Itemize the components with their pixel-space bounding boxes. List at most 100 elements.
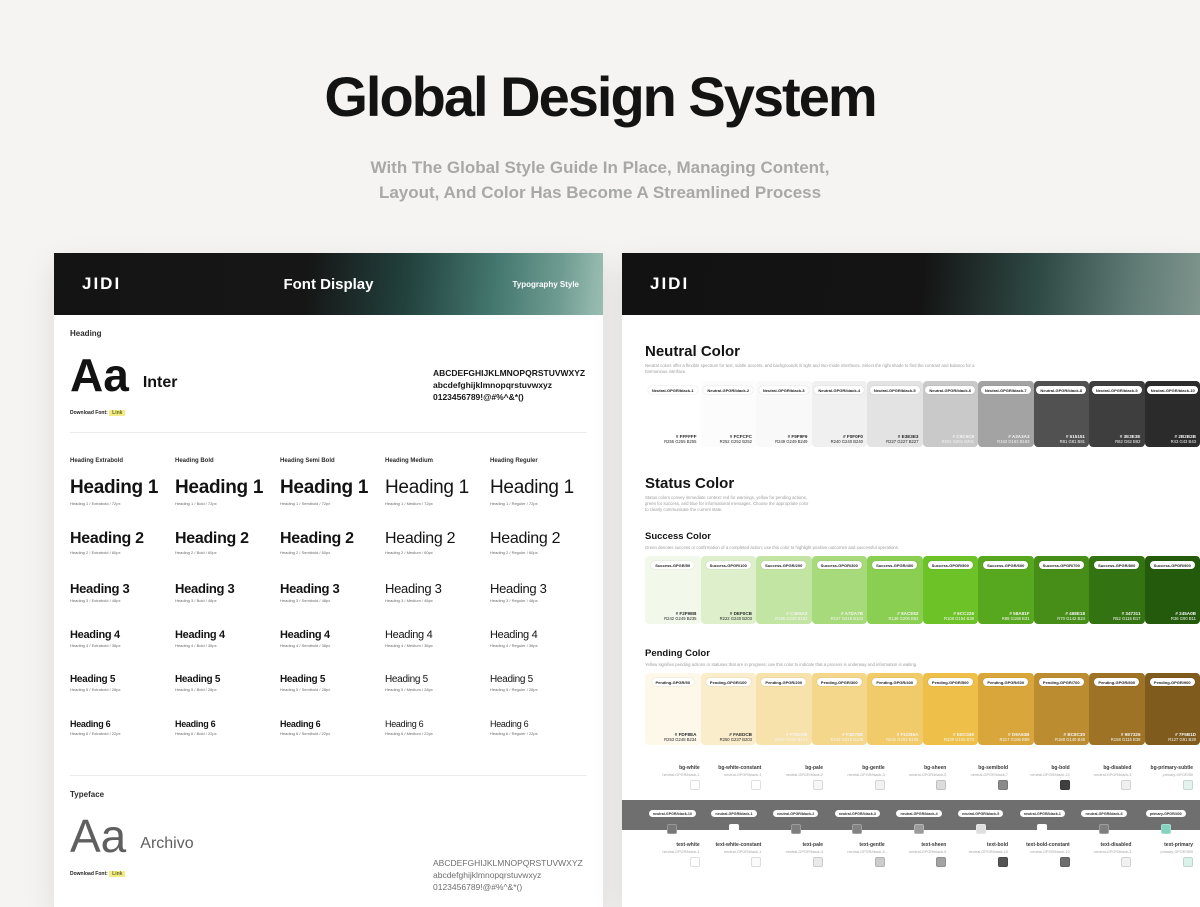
swatch-rgb: R62 G62 B62 xyxy=(1115,439,1141,444)
primary-font-specimen: Aa Inter xyxy=(70,346,587,398)
swatch-rgb: R108 G194 B38 xyxy=(943,616,974,621)
token-color-chip xyxy=(813,857,824,867)
heading-style-cell: Heading 5 Heading 5 / Reguler / 28px xyxy=(490,674,587,719)
swatch-hex: # 245A0B xyxy=(1175,611,1196,616)
swatch-rgb: R167 G218 B123 xyxy=(830,616,863,621)
color-swatch: Success-GPGR/200 # C3E5A3 R195 G229 B163 xyxy=(756,556,812,624)
heading-style-cell: Heading 1 Heading 1 / Medium / 72px xyxy=(385,477,482,530)
token-label: text-white-constant xyxy=(715,842,762,848)
token-label: bg-disabled xyxy=(1103,765,1132,771)
heading-column-label: Heading Extrabold xyxy=(70,458,124,464)
token-color-chip xyxy=(751,857,762,867)
heading-sample: Heading 3 xyxy=(175,581,235,596)
heading-caption: Heading 6 / Semibold / 22px xyxy=(280,731,331,736)
swatch-values: # 3E3E3E R62 G62 B62 xyxy=(1115,434,1140,444)
heading-sample: Heading 1 xyxy=(70,477,159,498)
pending-color-title: Pending Color xyxy=(645,648,710,659)
color-swatch: Pending-GPGR/800 # 9E7326 R158 G115 B38 xyxy=(1089,673,1145,745)
alphabet-specimen-primary: ABCDEFGHIJKLMNOPQRSTUVWXYZ abcdefghijklm… xyxy=(433,368,586,402)
swatch-hex: # 468E18 xyxy=(1065,611,1085,616)
swatch-name-pill: Success-GPGR/100 xyxy=(705,561,751,569)
swatch-values: # F2F9EB R242 G249 B235 xyxy=(664,611,696,621)
token-sub-label: neutral-GPGR/black-1 xyxy=(662,773,700,777)
panel-header-title: Font Display xyxy=(283,275,374,293)
heading-style-cell: Heading 3 Heading 3 / Reguler / 48px xyxy=(490,581,587,629)
download-font-link[interactable]: Link xyxy=(109,410,126,416)
color-swatch: Neutral-GPGR/black-8 # 515151 R81 G81 B81 xyxy=(1033,381,1089,447)
download-font-link[interactable]: Link xyxy=(109,871,126,877)
band-token-cell: neutral-GPGR/black-10 xyxy=(645,804,707,834)
typography-panel-header: JIDI Font Display Typography Style xyxy=(54,253,603,315)
heading-caption: Heading 3 / Extrabold / 48px xyxy=(70,598,121,603)
dark-token-band: neutral-GPGR/black-10 neutral-GPGR/black-… xyxy=(622,800,1200,834)
token-color-chip xyxy=(1121,857,1132,867)
token-sub-label: neutral-GPGR/black-1 xyxy=(723,773,762,777)
swatch-values: # 347311 R52 G115 B17 xyxy=(1113,611,1140,621)
download-font-row: Download Font: Link xyxy=(70,410,587,416)
token-sub-label: neutral-GPGR/black-10 xyxy=(1030,773,1070,777)
page-title: Global Design System xyxy=(324,65,877,128)
swatch-rgb: R247 G226 B171 xyxy=(775,737,808,742)
band-token-chip xyxy=(729,824,739,834)
token-sub-label: neutral-GPGR/black-5 xyxy=(909,773,947,777)
swatch-hex: # F9F9F9 xyxy=(787,434,808,439)
swatch-values: # F4D78B R244 G215 B139 xyxy=(831,732,863,742)
color-swatch: Pending-GPGR/600 # D9A63B R217 G166 B59 xyxy=(978,673,1034,745)
token-color-chip xyxy=(998,857,1009,867)
token-color-chip xyxy=(936,857,947,867)
band-token-cell: neutral-GPGR/black-1 xyxy=(707,804,769,834)
swatch-name-pill: Neutral-GPGR/black-7 xyxy=(980,386,1031,394)
heading-sample: Heading 3 xyxy=(490,581,547,596)
heading-column-label: Heading Semi Bold xyxy=(280,458,335,464)
color-swatch: Success-GPGR/50 # F2F9EB R242 G249 B235 xyxy=(645,556,701,624)
subtitle-line-1: With The Global Style Guide In Place, Ma… xyxy=(370,158,830,177)
heading-caption: Heading 6 / Extrabold / 22px xyxy=(70,731,121,736)
swatch-values: # C3E5A3 R195 G229 B163 xyxy=(775,611,807,621)
band-token-pill: neutral-GPGR/black-5 xyxy=(958,810,1004,817)
band-token-chip xyxy=(1037,824,1048,834)
subtitle-line-2: Layout, And Color Has Become A Streamlin… xyxy=(378,183,822,202)
pending-color-desc: Yellow signifies pending actions or stat… xyxy=(645,662,918,667)
specimen-glyphs: Aa xyxy=(70,810,127,862)
heading-caption: Heading 3 / Semibold / 48px xyxy=(280,598,331,603)
swatch-hex: # A3A3A3 xyxy=(1008,434,1030,439)
heading-style-cell: Heading 6 Heading 6 / Semibold / 22px xyxy=(280,719,377,759)
swatch-values: # D9A63B R217 G166 B59 xyxy=(999,732,1029,742)
heading-style-cell: Heading 3 Heading 3 / Semibold / 48px xyxy=(280,581,377,629)
heading-sample: Heading 4 xyxy=(385,629,433,641)
swatch-rgb: R158 G115 B38 xyxy=(1110,737,1141,742)
heading-style-cell: Heading 1 Heading 1 / Reguler / 72px xyxy=(490,477,587,530)
heading-style-cell: Heading 4 Heading 4 / Bold / 36px xyxy=(175,629,272,674)
heading-caption: Heading 2 / Reguler / 60px xyxy=(490,550,538,555)
swatch-values: # E3E3E3 R227 G227 B227 xyxy=(886,434,918,444)
heading-style-cell: Heading 4 Heading 4 / Medium / 36px xyxy=(385,629,482,674)
swatch-rgb: R43 G43 B43 xyxy=(1170,439,1196,444)
swatch-rgb: R201 G201 B201 xyxy=(941,439,974,444)
swatch-values: # FCFCFC R252 G252 B252 xyxy=(720,434,752,444)
heading-sample: Heading 1 xyxy=(490,477,574,498)
heading-sample: Heading 3 xyxy=(70,581,130,596)
heading-sample: Heading 5 xyxy=(70,674,116,685)
heading-style-cell: Heading 6 Heading 6 / Bold / 22px xyxy=(175,719,272,759)
heading-style-cell: Heading 2 Heading 2 / Reguler / 60px xyxy=(490,530,587,581)
token-cell: bg-primary-subtle primary-GPGR/50 xyxy=(1138,765,1200,790)
band-token-chip xyxy=(975,824,986,834)
heading-style-cell: Heading 4 Heading 4 / Extrabold / 36px xyxy=(70,629,167,674)
band-token-pill: neutral-GPGR/black-1 xyxy=(711,810,757,817)
swatch-hex: # FFFFFF xyxy=(675,434,697,439)
swatch-hex: # 6CC226 xyxy=(953,611,974,616)
pending-swatch-row: Pending-GPGR/50 # FDF8EA R253 G248 B234 Pen… xyxy=(645,673,1200,745)
heading-sample: Heading 2 xyxy=(490,530,561,547)
swatch-values: # 9E7326 R158 G115 B38 xyxy=(1111,732,1141,742)
token-sub-label: primary-GPGR/50 xyxy=(1162,773,1194,777)
token-cell: bg-pale neutral-GPGR/black-2 xyxy=(768,765,830,790)
heading-caption: Heading 3 / Reguler / 48px xyxy=(490,598,538,603)
token-label: text-bold-constant xyxy=(1026,842,1070,848)
heading-style-cell: Heading 4 Heading 4 / Reguler / 36px xyxy=(490,629,587,674)
swatch-rgb: R188 G140 B48 xyxy=(1054,737,1085,742)
swatch-name-pill: Neutral-GPGR/black-9 xyxy=(1091,386,1142,394)
swatch-hex: # 58A81F xyxy=(1009,611,1030,616)
heading-sample: Heading 5 xyxy=(385,674,428,685)
heading-sample: Heading 6 xyxy=(175,719,216,729)
token-sub-label: neutral-GPGR/black-4 xyxy=(785,850,824,854)
